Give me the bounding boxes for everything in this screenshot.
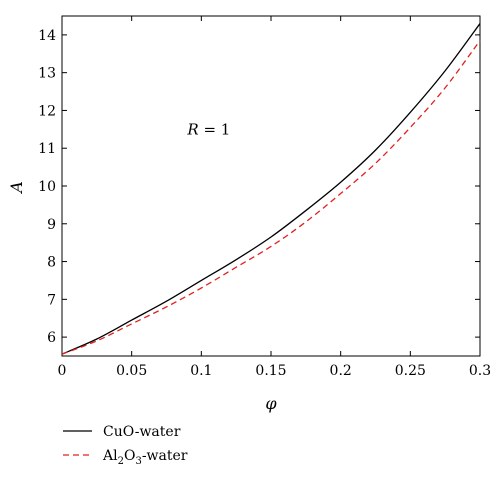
series-line-al2o3-water	[61, 40, 481, 355]
plot-area	[61, 15, 481, 357]
y-tick-label: 14	[38, 28, 56, 44]
y-axis-label: A	[7, 181, 26, 195]
plot-frame	[61, 15, 481, 357]
legend-label-cuo-water: CuO-water	[103, 424, 181, 440]
x-tick-label: 0	[58, 363, 67, 379]
legend: CuO-water Al2O3-water	[63, 424, 188, 467]
y-tick-label: 6	[47, 330, 56, 346]
x-axis: 0 0.05 0.1 0.15 0.2 0.25 0.3	[58, 16, 491, 379]
y-tick-label: 7	[47, 292, 56, 308]
y-tick-label: 9	[47, 217, 56, 233]
x-tick-label: 0.25	[395, 363, 426, 379]
annotation-value: = 1	[199, 120, 231, 138]
x-tick-label: 0.2	[330, 363, 352, 379]
legend-label-al2o3-water: Al2O3-water	[102, 448, 188, 467]
series-lines	[61, 23, 481, 355]
y-tick-label: 10	[38, 179, 56, 195]
series-line-cuo-water	[61, 23, 481, 355]
x-tick-label: 0.3	[469, 363, 491, 379]
legend-item-al2o3-water: Al2O3-water	[63, 448, 188, 467]
y-axis: 6 7 8 9 10 11 12 13 14	[38, 28, 480, 346]
legend-item-cuo-water: CuO-water	[63, 424, 181, 440]
x-tick-label: 0.05	[116, 363, 147, 379]
y-tick-label: 12	[38, 103, 56, 119]
y-tick-label: 11	[38, 141, 56, 157]
x-axis-label: φ	[265, 394, 277, 413]
x-tick-label: 0.1	[190, 363, 212, 379]
annotation-r: R = 1	[186, 120, 230, 138]
y-tick-label: 8	[47, 255, 56, 271]
y-tick-label: 13	[38, 66, 56, 82]
annotation-var: R	[186, 120, 198, 138]
x-tick-label: 0.15	[255, 363, 286, 379]
